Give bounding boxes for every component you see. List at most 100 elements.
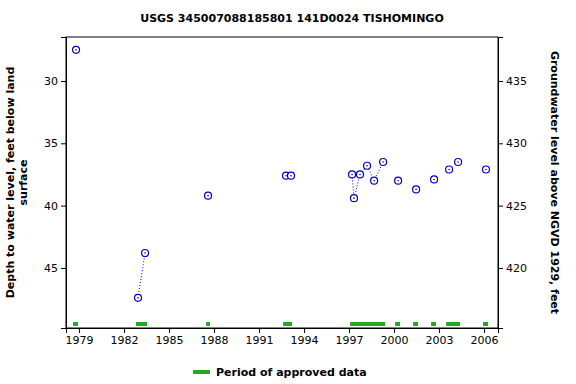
approved-period	[395, 322, 400, 326]
plot-area	[73, 46, 490, 326]
tick-mark	[498, 81, 503, 82]
tick-mark	[304, 328, 305, 333]
x-axis: 1979 1982 1985 1988 1991 1994 1997 2000 2003 2006	[66, 328, 499, 347]
tick-label: 30	[44, 75, 58, 88]
marker	[205, 192, 212, 199]
approved-period	[431, 322, 436, 326]
tick: 425	[498, 200, 527, 213]
tick-mark	[259, 328, 260, 333]
tick-label: 1988	[201, 334, 229, 347]
data-point	[446, 166, 453, 173]
marker-center	[485, 169, 487, 171]
marker-center	[353, 197, 355, 199]
data-point	[357, 171, 364, 178]
tick-mark	[349, 328, 350, 333]
tick-label: 40	[44, 200, 58, 213]
marker-center	[366, 165, 368, 167]
tick: 45	[44, 262, 66, 275]
marker-center	[207, 195, 209, 197]
marker	[349, 171, 356, 178]
marker	[364, 162, 371, 169]
data-point	[349, 171, 356, 178]
marker	[395, 177, 402, 184]
marker-center	[415, 189, 417, 191]
marker-center	[144, 252, 146, 254]
data-point	[431, 176, 438, 183]
tick-mark	[61, 143, 66, 144]
marker	[380, 158, 387, 165]
tick-label: 430	[506, 137, 527, 150]
marker	[455, 158, 462, 165]
marker-center	[137, 297, 139, 299]
approved-period	[283, 322, 292, 326]
tick-label: 35	[44, 137, 58, 150]
marker-center	[382, 161, 384, 163]
approved-period	[73, 322, 78, 326]
marker	[371, 177, 378, 184]
tick-label: 1979	[66, 334, 94, 347]
tick: 420	[498, 262, 527, 275]
approved-period	[483, 322, 488, 326]
tick-mark	[498, 143, 503, 144]
data-point	[73, 46, 80, 53]
y2-axis-title: Groundwater level above NGVD 1929, feet	[548, 51, 561, 314]
legend-swatch	[193, 370, 210, 374]
tick: 1982	[111, 328, 139, 347]
marker	[73, 46, 80, 53]
title: USGS 345007088185801 141D0024 TISHOMINGO	[140, 12, 444, 25]
data-point	[371, 177, 378, 184]
tick-label: 1994	[291, 334, 319, 347]
data-point	[135, 294, 142, 301]
data-point	[351, 195, 358, 202]
series-line	[76, 50, 486, 298]
tick: 30	[44, 75, 66, 88]
tick: 1991	[246, 328, 274, 347]
tick-label: 2000	[381, 334, 409, 347]
marker-center	[448, 169, 450, 171]
y-axis-title: Depth to water level, feet below landsur…	[4, 67, 30, 299]
tick-label: 2003	[426, 334, 454, 347]
tick-label: 435	[506, 75, 527, 88]
tick-mark	[61, 81, 66, 82]
tick-mark	[79, 328, 80, 333]
tick: 2000	[381, 328, 409, 347]
tick-label: 45	[44, 262, 58, 275]
approved-period	[446, 322, 460, 326]
tick: 1988	[201, 328, 229, 347]
tick-mark	[394, 328, 395, 333]
tick-mark	[439, 328, 440, 333]
tick-label: 1991	[246, 334, 274, 347]
tick: 1997	[336, 328, 364, 347]
approved-period	[206, 322, 210, 326]
tick: 2003	[426, 328, 454, 347]
tick: 1994	[291, 328, 319, 347]
tick-mark	[498, 268, 503, 269]
tick-mark	[124, 328, 125, 333]
tick-mark	[484, 328, 485, 333]
marker	[357, 171, 364, 178]
marker-center	[290, 175, 292, 177]
y2-axis: 420 425 430 435	[498, 38, 527, 329]
data-point	[380, 158, 387, 165]
marker	[135, 294, 142, 301]
tick: 1985	[156, 328, 184, 347]
tick-label: 1982	[111, 334, 139, 347]
marker-center	[397, 180, 399, 182]
tick-label: 2006	[471, 334, 499, 347]
tick: 40	[44, 200, 66, 213]
y2-axis-line	[499, 38, 504, 329]
tick-label: 1997	[336, 334, 364, 347]
data-point	[364, 162, 371, 169]
marker-center	[433, 179, 435, 181]
tick: 2006	[471, 328, 499, 347]
data-point	[205, 192, 212, 199]
marker	[413, 186, 420, 193]
marker	[431, 176, 438, 183]
tick: 35	[44, 137, 66, 150]
legend-label: Period of approved data	[216, 366, 367, 379]
tick-mark	[498, 206, 503, 207]
data-point	[142, 249, 149, 256]
marker	[446, 166, 453, 173]
approved-period	[136, 322, 147, 326]
approved-period	[350, 322, 385, 326]
